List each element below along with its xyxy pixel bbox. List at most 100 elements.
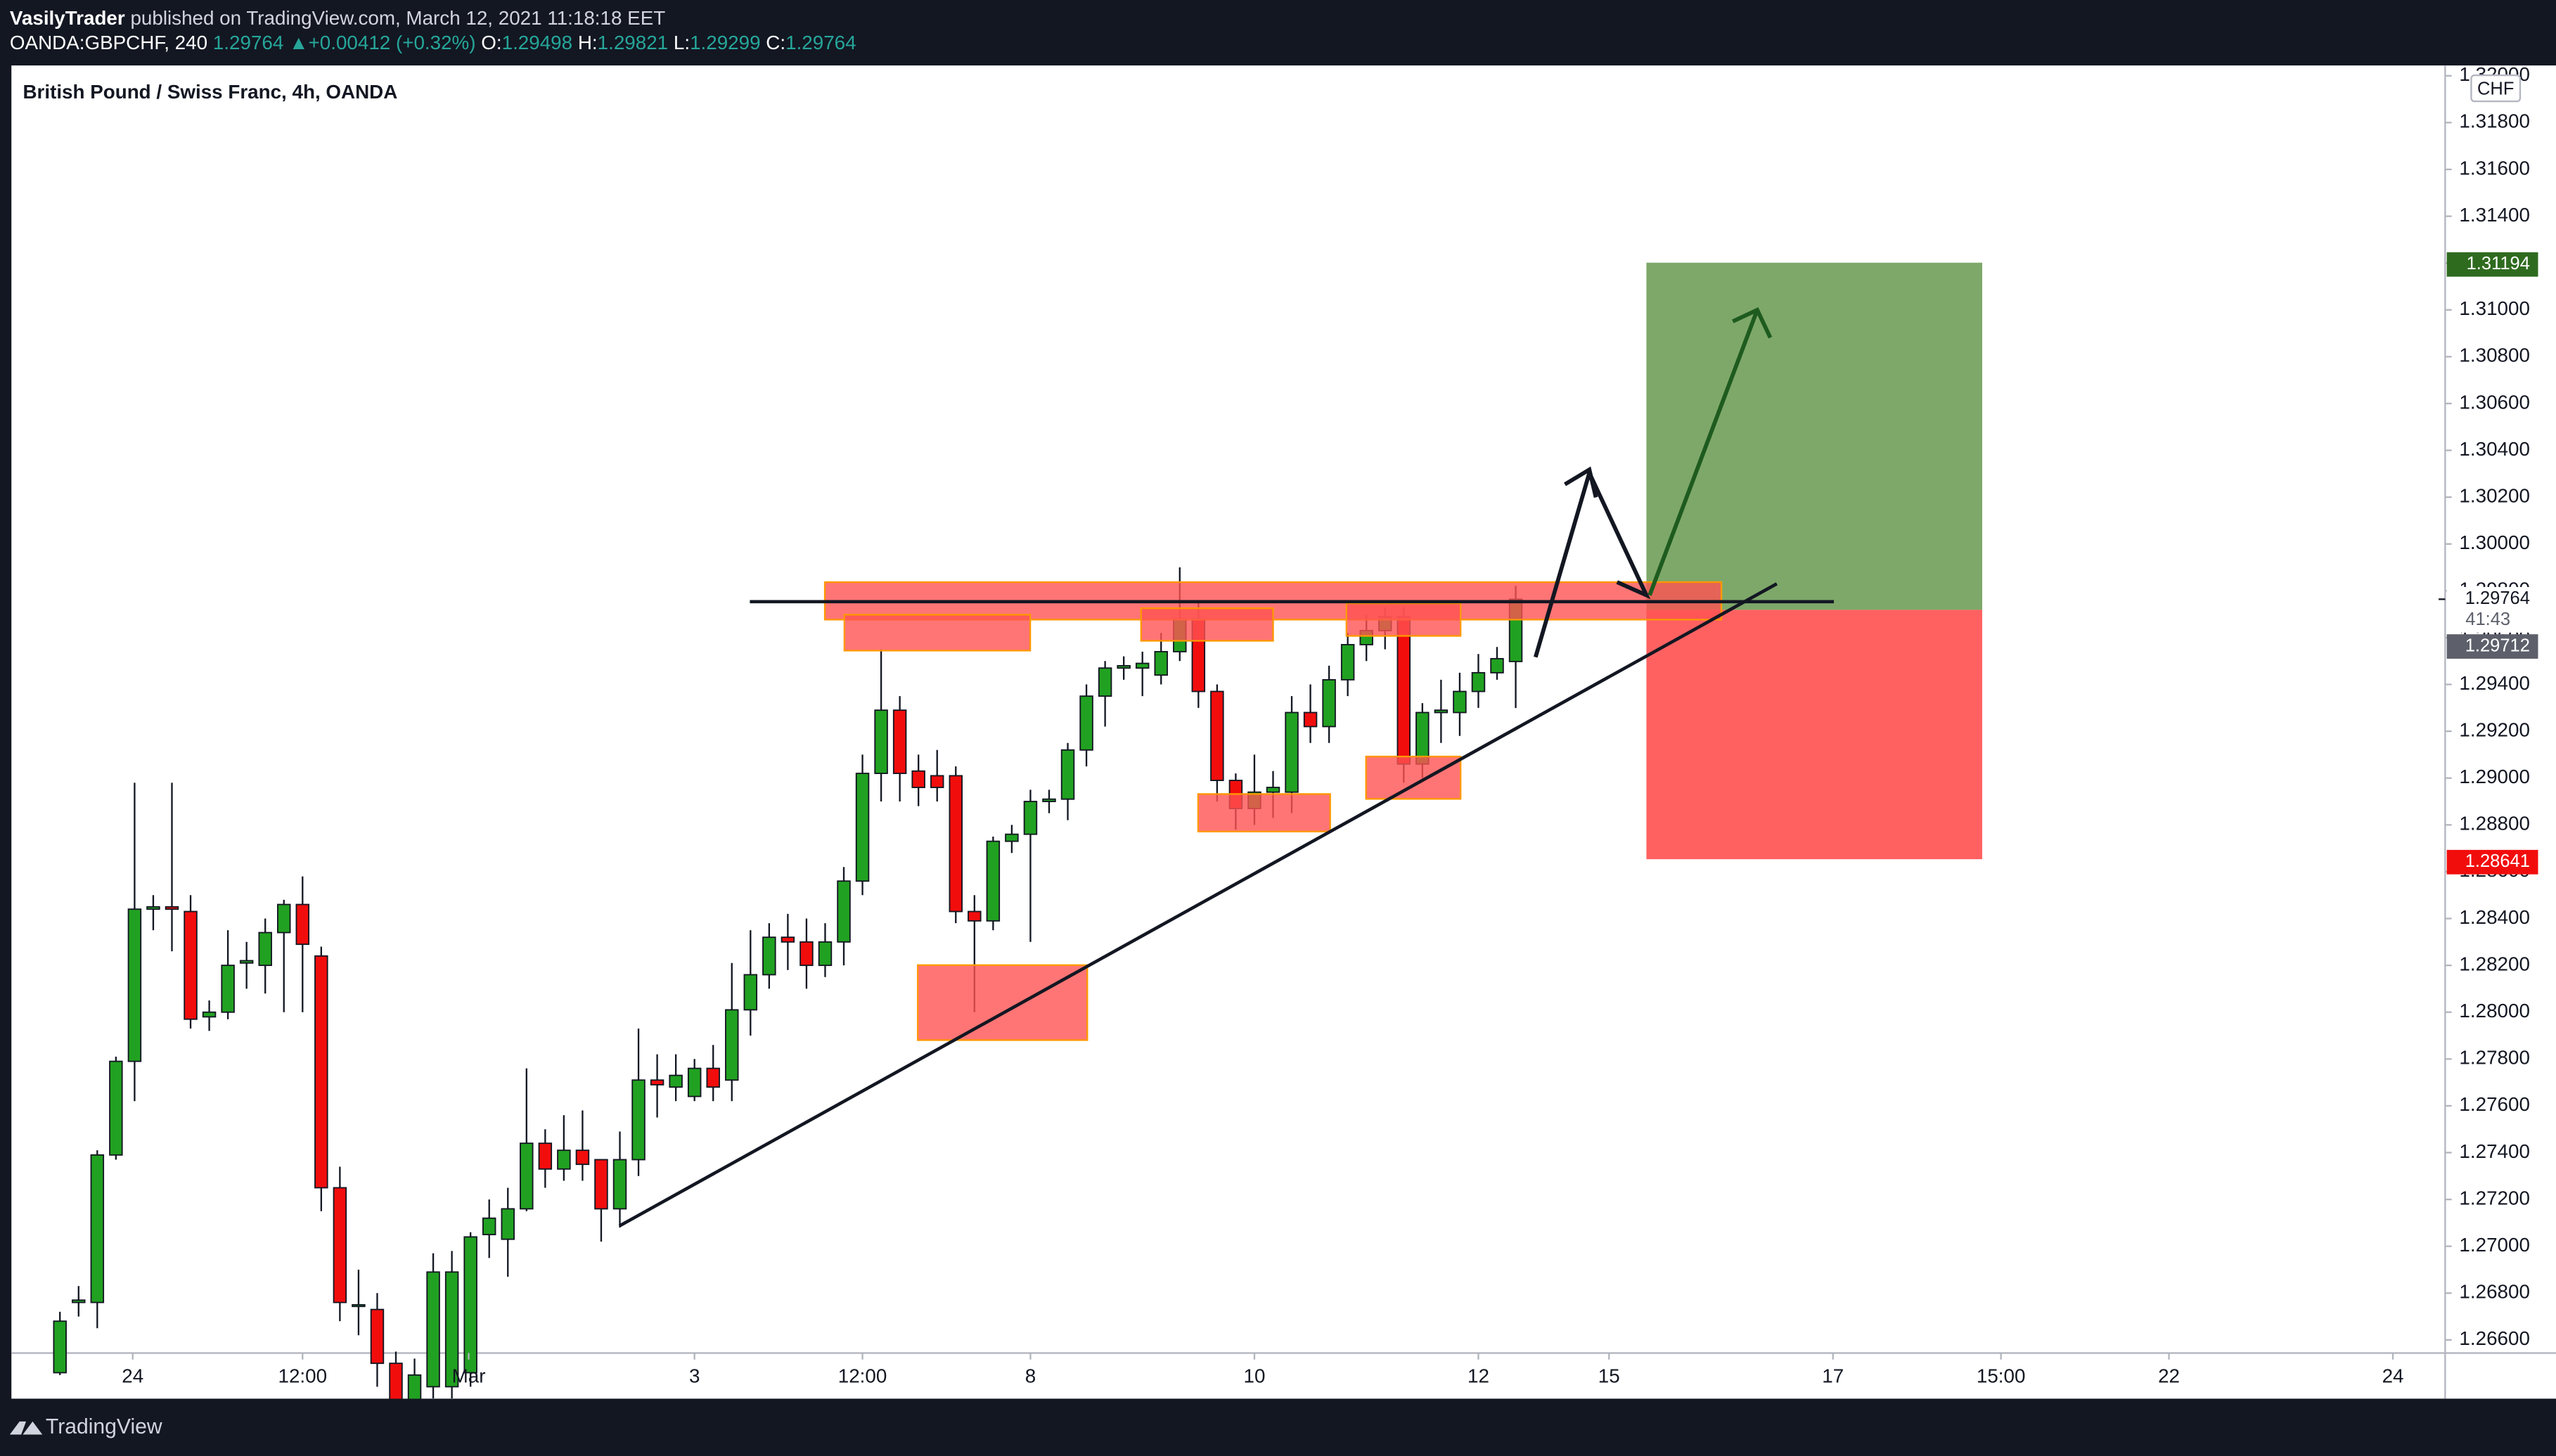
y-tick-label: 1.31000 bbox=[2459, 297, 2529, 319]
candle-body bbox=[949, 775, 963, 913]
candle-body bbox=[352, 1304, 366, 1308]
last: 1.29764 bbox=[213, 32, 283, 53]
candle-body bbox=[389, 1362, 403, 1399]
arrow-head bbox=[1564, 466, 1598, 498]
candle-body bbox=[1117, 664, 1131, 669]
candle-body bbox=[631, 1079, 646, 1161]
x-tick-label: 12:00 bbox=[278, 1365, 328, 1387]
y-tick-label: 1.28200 bbox=[2459, 953, 2529, 974]
x-tick-label: 10 bbox=[1243, 1365, 1265, 1387]
symbol: OANDA:GBPCHF, 240 bbox=[10, 32, 207, 53]
y-tick-label: 1.31800 bbox=[2459, 110, 2529, 132]
currency-box bbox=[2470, 74, 2522, 103]
zone bbox=[1365, 755, 1462, 800]
x-tick-label: Mar bbox=[452, 1365, 486, 1387]
x-tick-label: 22 bbox=[2158, 1365, 2180, 1387]
candle-body bbox=[333, 1187, 347, 1303]
candle-body bbox=[127, 908, 142, 1062]
candle-body bbox=[575, 1149, 590, 1166]
candle-body bbox=[669, 1074, 683, 1088]
candle-body bbox=[874, 709, 888, 774]
l-label: L: bbox=[674, 32, 690, 53]
c-label: C: bbox=[766, 32, 785, 53]
path-arrow bbox=[1534, 467, 1651, 658]
candle-body bbox=[594, 1159, 608, 1210]
price-badge-label: 1.29764 bbox=[2465, 588, 2530, 608]
price-badge bbox=[2446, 252, 2538, 277]
o-label: O: bbox=[481, 32, 501, 53]
candle-body bbox=[165, 906, 179, 910]
currency: CHF bbox=[2477, 79, 2514, 99]
candle-body bbox=[837, 880, 851, 943]
y-tick-label: 1.30000 bbox=[2459, 531, 2529, 553]
candle-body bbox=[1042, 798, 1056, 802]
candle-body bbox=[221, 965, 235, 1013]
author: VasilyTrader bbox=[10, 8, 125, 30]
y-tick-label: 1.30800 bbox=[2459, 344, 2529, 366]
candle-body bbox=[463, 1236, 477, 1374]
candles bbox=[53, 567, 1523, 1399]
y-tick-label: 1.28400 bbox=[2459, 906, 2529, 928]
candle-body bbox=[1471, 671, 1486, 692]
zone bbox=[917, 964, 1088, 1041]
candle-body bbox=[258, 932, 272, 967]
candle-body bbox=[407, 1374, 422, 1399]
y-tick-label: 1.27400 bbox=[2459, 1140, 2529, 1162]
stop-zone bbox=[1646, 610, 1982, 860]
candle-body bbox=[1453, 690, 1467, 714]
y-tick-label: 1.29400 bbox=[2459, 672, 2529, 694]
l: 1.29299 bbox=[690, 32, 760, 53]
chart-title: British Pound / Swiss Franc, 4h, OANDA bbox=[23, 81, 397, 103]
candle-body bbox=[687, 1067, 702, 1097]
x-tick-label: 3 bbox=[689, 1365, 700, 1387]
brand-logo bbox=[9, 1421, 43, 1435]
target-zone bbox=[1646, 262, 1982, 610]
drawings bbox=[618, 262, 1982, 1228]
arrow: ▲ bbox=[289, 32, 309, 53]
candle-body bbox=[370, 1308, 385, 1365]
price-badge bbox=[2446, 849, 2538, 875]
candle-body bbox=[1434, 709, 1449, 714]
trend-line bbox=[618, 582, 1778, 1228]
price-badge bbox=[2446, 634, 2538, 659]
candle-body bbox=[1490, 657, 1504, 674]
candle-body bbox=[444, 1271, 459, 1388]
candle-body bbox=[1135, 662, 1150, 669]
candle-body bbox=[1154, 650, 1168, 676]
candle-body bbox=[1303, 711, 1318, 728]
candle-body bbox=[146, 906, 160, 910]
price-badge bbox=[2446, 586, 2538, 633]
arrow-head bbox=[1732, 307, 1773, 339]
price-badge-label: 1.29712 bbox=[2465, 636, 2530, 655]
y-tick-label: 1.27800 bbox=[2459, 1047, 2529, 1069]
x-tick-label: 24 bbox=[2382, 1365, 2404, 1387]
candle-body bbox=[109, 1060, 123, 1156]
x-tick-label: 17 bbox=[1822, 1365, 1844, 1387]
candle-body bbox=[90, 1154, 105, 1303]
zone bbox=[843, 614, 1032, 652]
candle-body bbox=[1060, 749, 1075, 800]
h-label: H: bbox=[578, 32, 598, 53]
candle-body bbox=[184, 910, 198, 1020]
candle-body bbox=[725, 1009, 739, 1081]
y-tick-label: 1.30600 bbox=[2459, 391, 2529, 413]
change: +0.00412 (+0.32%) bbox=[309, 32, 476, 53]
y-tick-label: 1.29200 bbox=[2459, 719, 2529, 740]
y-tick-label: 1.27000 bbox=[2459, 1234, 2529, 1256]
candle-body bbox=[781, 936, 795, 943]
x-tick-label: 24 bbox=[122, 1365, 143, 1387]
price-badge-label: 1.31194 bbox=[2467, 254, 2530, 273]
candle-body bbox=[968, 910, 982, 922]
candle-body bbox=[72, 1299, 86, 1303]
candle-body bbox=[538, 1142, 553, 1170]
candle-body bbox=[1210, 690, 1224, 781]
candle-body bbox=[986, 840, 1001, 922]
candle-body bbox=[314, 955, 328, 1189]
candle-body bbox=[799, 941, 814, 967]
candle-body bbox=[612, 1159, 627, 1210]
published: published on TradingView.com, March 12, … bbox=[130, 8, 665, 30]
candle-body bbox=[239, 960, 254, 964]
candle-body bbox=[295, 903, 310, 946]
candle-body bbox=[1266, 787, 1280, 793]
